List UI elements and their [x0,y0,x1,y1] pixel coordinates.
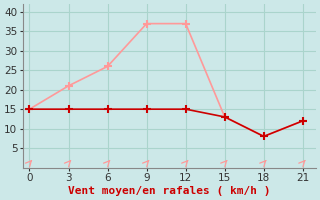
X-axis label: Vent moyen/en rafales ( km/h ): Vent moyen/en rafales ( km/h ) [68,186,271,196]
